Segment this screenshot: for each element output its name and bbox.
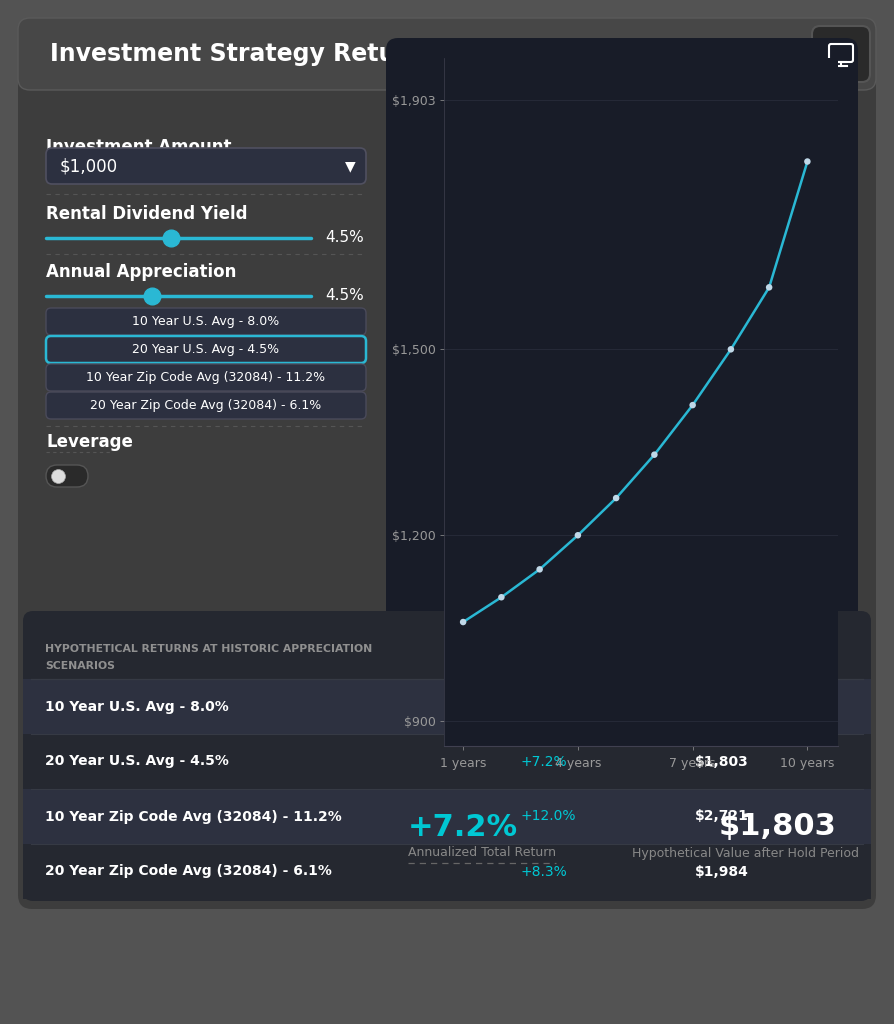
- FancyBboxPatch shape: [18, 18, 876, 90]
- Text: Investment Strategy Returns Calculator: Investment Strategy Returns Calculator: [50, 42, 581, 66]
- Text: HOLD PERIOD: HOLD PERIOD: [695, 662, 779, 671]
- FancyBboxPatch shape: [23, 679, 871, 734]
- Point: [609, 489, 623, 506]
- Text: 10 Year Zip Code Avg (32084) - 11.2%: 10 Year Zip Code Avg (32084) - 11.2%: [87, 372, 325, 384]
- FancyBboxPatch shape: [386, 801, 858, 889]
- Text: $1,000: $1,000: [60, 157, 118, 175]
- Text: 20 Year U.S. Avg - 4.5%: 20 Year U.S. Avg - 4.5%: [132, 343, 280, 356]
- Text: $1,803: $1,803: [718, 812, 836, 842]
- Text: Leverage: Leverage: [46, 433, 133, 451]
- FancyBboxPatch shape: [23, 734, 871, 790]
- Text: ▼: ▼: [345, 159, 355, 173]
- Text: Annualized Total Return: Annualized Total Return: [408, 847, 556, 859]
- Text: $2,222: $2,222: [695, 699, 749, 714]
- Text: Rental Dividend Yield: Rental Dividend Yield: [46, 205, 248, 223]
- Text: +7.2%: +7.2%: [521, 755, 568, 768]
- Text: 4.5%: 4.5%: [325, 289, 364, 303]
- Point: [800, 154, 814, 170]
- Text: %: %: [521, 662, 532, 671]
- FancyBboxPatch shape: [46, 308, 366, 335]
- Point: [647, 446, 662, 463]
- Text: RETURN AT END OF: RETURN AT END OF: [695, 644, 813, 654]
- Text: $1,984: $1,984: [695, 864, 749, 879]
- Text: 10 Year U.S. Avg - 8.0%: 10 Year U.S. Avg - 8.0%: [132, 315, 280, 329]
- Text: $1,803: $1,803: [695, 755, 749, 768]
- FancyBboxPatch shape: [812, 26, 870, 82]
- Point: [533, 561, 547, 578]
- Text: Investment Amount: Investment Amount: [46, 138, 232, 156]
- FancyBboxPatch shape: [23, 844, 871, 899]
- FancyBboxPatch shape: [46, 336, 366, 362]
- Text: Annual Appreciation: Annual Appreciation: [46, 263, 236, 281]
- FancyBboxPatch shape: [46, 364, 366, 391]
- Text: +8.3%: +8.3%: [521, 864, 568, 879]
- Point: [456, 613, 470, 630]
- Text: HYPOTHETICAL RETURNS AT HISTORIC APPRECIATION: HYPOTHETICAL RETURNS AT HISTORIC APPRECI…: [45, 644, 372, 654]
- FancyBboxPatch shape: [46, 392, 366, 419]
- Point: [686, 397, 700, 414]
- FancyBboxPatch shape: [46, 148, 366, 184]
- FancyBboxPatch shape: [386, 38, 858, 889]
- FancyBboxPatch shape: [23, 611, 871, 901]
- Text: Hypothetical Value after Hold Period: Hypothetical Value after Hold Period: [632, 847, 859, 859]
- Point: [762, 280, 776, 296]
- Point: [724, 341, 738, 357]
- Text: 4.5%: 4.5%: [325, 230, 364, 246]
- FancyBboxPatch shape: [23, 790, 871, 844]
- Text: $2,721: $2,721: [695, 810, 749, 823]
- Point: [494, 589, 509, 605]
- Text: +12.0%: +12.0%: [521, 810, 577, 823]
- FancyBboxPatch shape: [46, 465, 88, 487]
- Text: ANNUALIZED RETURN: ANNUALIZED RETURN: [521, 644, 653, 654]
- Text: 10 Year U.S. Avg - 8.0%: 10 Year U.S. Avg - 8.0%: [45, 699, 229, 714]
- Text: 20 Year U.S. Avg - 4.5%: 20 Year U.S. Avg - 4.5%: [45, 755, 229, 768]
- Text: 20 Year Zip Code Avg (32084) - 6.1%: 20 Year Zip Code Avg (32084) - 6.1%: [90, 399, 322, 413]
- Point: [570, 527, 585, 544]
- Text: SCENARIOS: SCENARIOS: [45, 662, 114, 671]
- Text: 20 Year Zip Code Avg (32084) - 6.1%: 20 Year Zip Code Avg (32084) - 6.1%: [45, 864, 332, 879]
- Text: +7.2%: +7.2%: [408, 812, 519, 842]
- Text: +9.6%: +9.6%: [521, 699, 568, 714]
- Text: 10 Year Zip Code Avg (32084) - 11.2%: 10 Year Zip Code Avg (32084) - 11.2%: [45, 810, 342, 823]
- FancyBboxPatch shape: [18, 18, 876, 909]
